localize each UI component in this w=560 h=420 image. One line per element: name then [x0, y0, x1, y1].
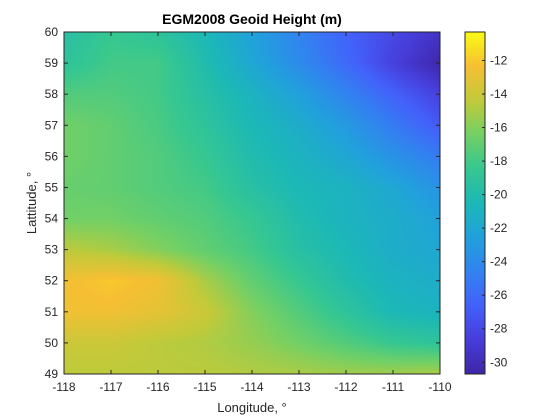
- y-tick-label: 58: [45, 87, 59, 101]
- y-axis: 49 50 51 52 53 54 55 56 57 58 59 60: [45, 25, 440, 381]
- colorbar-axis: -30 -28 -26 -24 -22 -20 -18 -16 -14 -12: [482, 54, 508, 369]
- y-tick-label: 51: [45, 305, 59, 319]
- x-axis-label: Longitude, °: [217, 400, 287, 415]
- y-tick-label: 59: [45, 56, 59, 70]
- x-tick-label: -114: [240, 380, 263, 394]
- colorbar-tick-label: -14: [490, 87, 508, 101]
- colorbar: [465, 32, 485, 374]
- y-tick-label: 60: [45, 25, 59, 39]
- x-tick-label: -112: [334, 380, 357, 394]
- heatmap-image: [64, 32, 440, 374]
- y-tick-label: 55: [45, 180, 59, 194]
- colorbar-tick-label: -16: [490, 121, 508, 135]
- x-tick-label: -117: [99, 380, 122, 394]
- colorbar-tick-label: -24: [490, 255, 508, 269]
- x-tick-label: -113: [287, 380, 310, 394]
- y-tick-label: 50: [45, 336, 59, 350]
- colorbar-tick-label: -22: [490, 221, 508, 235]
- x-tick-label: -115: [193, 380, 216, 394]
- x-tick-label: -116: [146, 380, 169, 394]
- x-tick-label: -110: [428, 380, 451, 394]
- y-tick-label: 52: [45, 274, 59, 288]
- y-tick-label: 53: [45, 243, 59, 257]
- x-tick-label: -111: [382, 380, 405, 394]
- colorbar-tick-label: -28: [490, 322, 508, 336]
- colorbar-tick-label: -12: [490, 54, 508, 68]
- colorbar-tick-label: -26: [490, 288, 508, 302]
- y-tick-label: 49: [45, 367, 59, 381]
- y-tick-label: 57: [45, 118, 59, 132]
- colorbar-tick-label: -18: [490, 154, 508, 168]
- colorbar-tick-label: -30: [490, 355, 508, 369]
- colorbar-tick-label: -20: [490, 188, 508, 202]
- chart-title: EGM2008 Geoid Height (m): [162, 11, 342, 27]
- x-axis: -118 -117 -116 -115 -114 -113 -112 -111 -110: [52, 32, 452, 394]
- colorbar-frame: [464, 31, 486, 375]
- y-tick-label: 54: [45, 212, 59, 226]
- x-tick-label: -118: [52, 380, 75, 394]
- y-axis-label: Lattitude, °: [24, 172, 39, 234]
- y-tick-label: 56: [45, 149, 59, 163]
